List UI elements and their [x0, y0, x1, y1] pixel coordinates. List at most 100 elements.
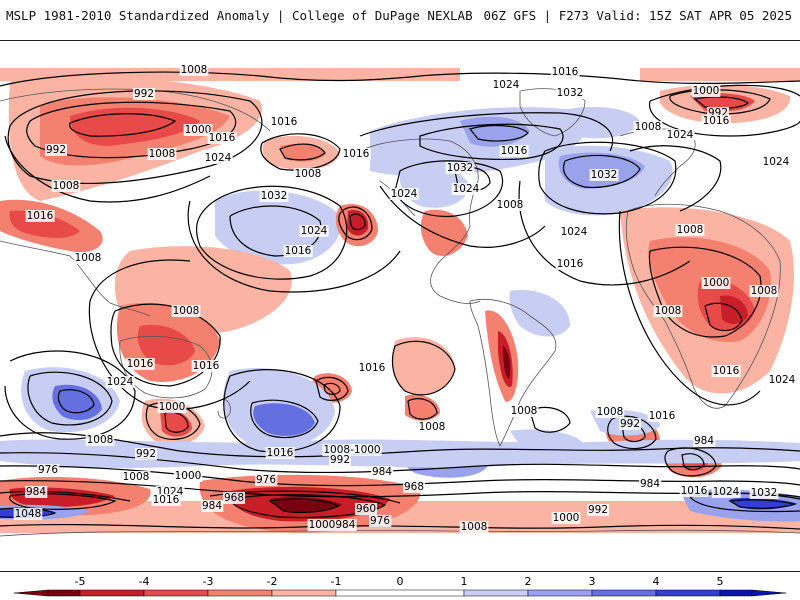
- colorbar-tick-label: 0: [397, 575, 404, 588]
- isobar-label-1008-south-pacific: 1008: [417, 421, 447, 433]
- isobar-label-text: 1024: [561, 226, 588, 238]
- isobar-label-1016-antarctic-b: 1016: [679, 485, 709, 497]
- isobar-label-1008-maritime: 1008: [171, 305, 201, 317]
- isobar-label-1016-atlantic: 1016: [555, 258, 585, 270]
- isobar-label-1008-1000-south: 1008-1000: [322, 444, 382, 456]
- isobar-label-halo: [749, 487, 779, 499]
- isobar-arctic-1016: [359, 112, 614, 152]
- isobar-label-halo: [701, 277, 731, 289]
- isobar-label-992-antarctic: 992: [586, 504, 610, 516]
- isobar-label-text: 1016: [153, 494, 180, 506]
- isobar-label-text: 992: [134, 88, 154, 100]
- isobar-label-1000-africa: 1000: [701, 277, 731, 289]
- isobar-label-1024-us: 1024: [389, 188, 419, 200]
- anomaly-neg-andes-peak: [503, 346, 511, 379]
- isobar-label-halo: [25, 210, 55, 222]
- isobar-label-1024-pacific-b: 1024: [299, 225, 329, 237]
- isobar-label-text: 992: [620, 418, 640, 430]
- isobar-label-halo: [653, 305, 683, 317]
- isobar-label-1016-asia-b: 1016: [25, 210, 55, 222]
- isobar-label-halo: [283, 245, 313, 257]
- map-canvas: 1008992992100010161008100810161008102410…: [0, 64, 800, 537]
- colorbar-left-arrow: [13, 589, 49, 597]
- isobar-label-text: 1008: [295, 168, 322, 180]
- isobar-label-text: 1016: [681, 485, 708, 497]
- isobar-label-text: 1016: [557, 258, 584, 270]
- isobar-label-halo: [491, 79, 521, 91]
- isobar-label-text: 976: [256, 474, 276, 486]
- isobar-label-halo: [173, 470, 203, 482]
- colorbar-tick-label: -4: [139, 575, 150, 588]
- isobar-label-halo: [207, 132, 237, 144]
- isobar-label-halo: [121, 471, 151, 483]
- isobar-siberia-1016: [649, 84, 800, 137]
- isobar-label-halo: [13, 508, 43, 520]
- isobar-south-pacific-low-b: [407, 398, 438, 420]
- isobar-label-halo: [183, 124, 213, 136]
- isobar-label-text: 1016: [649, 410, 676, 422]
- isobar-label-text: 1008: [461, 521, 488, 533]
- isobar-label-text: 1008: [181, 64, 208, 76]
- colorbar-tick-label: 1: [461, 575, 468, 588]
- isobar-asia-inner: [69, 113, 177, 137]
- isobar-label-1032-canada: 1032: [445, 162, 475, 174]
- isobar-label-1008-africa-b: 1008: [749, 285, 779, 297]
- isobar-label-halo: [203, 152, 233, 164]
- isobar-label-halo: [51, 180, 81, 192]
- colorbar-tick-label: 3: [589, 575, 596, 588]
- isobar-atlantic-1024: [538, 141, 677, 215]
- isobar-label-halo: [551, 512, 581, 524]
- isobar-label-text: 1024: [493, 79, 520, 91]
- isobar-label-text: 1032: [591, 169, 618, 181]
- isobar-label-1000-asia: 1000: [183, 124, 213, 136]
- isobar-label-968-antarctic-b: 968: [402, 481, 426, 493]
- isobar-label-text: 1024: [107, 376, 134, 388]
- isobar-label-text: 1008: [655, 305, 682, 317]
- isobar-label-text: 1008: [123, 471, 150, 483]
- isobar-label-text: 984: [694, 435, 714, 447]
- isobar-label-976-antarctic-c: 976: [368, 515, 392, 527]
- isobar-label-1024-indian: 1024: [767, 374, 797, 386]
- isobar-label-text: 1008: [497, 199, 524, 211]
- colorbar-segment: [271, 589, 337, 597]
- isobar-label-text: 992: [46, 144, 66, 156]
- isobar-label-text: 1008: [419, 421, 446, 433]
- isobar-indian-high-1016: [4, 350, 136, 440]
- colorbar-segment: [335, 589, 465, 597]
- isobar-label-text: 1024: [713, 486, 740, 498]
- isobar-label-halo: [509, 405, 539, 417]
- isobar-label-text: 1016: [127, 358, 154, 370]
- isobar-label-984-antarctic-a: 984: [24, 486, 48, 498]
- coastline-africa: [625, 203, 781, 409]
- isobar-pacific-high-1032: [229, 205, 322, 257]
- isobar-label-text: 1008: [635, 121, 662, 133]
- colorbar-segment: [143, 589, 209, 597]
- colorbar-tick-label: -5: [75, 575, 86, 588]
- colorbar-tick-label: -2: [267, 575, 278, 588]
- isobar-label-halo: [767, 374, 797, 386]
- isobar-label-halo: [589, 169, 619, 181]
- colorbar-segment: [47, 589, 81, 597]
- isobar-label-text: 976: [370, 515, 390, 527]
- isobar-label-1016-pacific-c: 1016: [283, 245, 313, 257]
- isobar-label-halo: [354, 503, 378, 515]
- isobar-label-text: 1008: [173, 305, 200, 317]
- isobar-label-text: 1048: [15, 508, 42, 520]
- colorbar-tick-label: -1: [331, 575, 342, 588]
- isobar-label-halo: [85, 434, 115, 446]
- anomaly-colorbar: -5 -4 -3 -2 -1 0 1 2 3 4 5: [0, 570, 800, 600]
- isobar-label-halo: [132, 88, 156, 100]
- isobar-label-text: 1000: [175, 470, 202, 482]
- isobar-label-halo: [618, 418, 642, 430]
- isobar-label-1024-antarctic-b: 1024: [711, 486, 741, 498]
- isobar-label-1008-north-pacific: 1008: [179, 64, 209, 76]
- coastline-new-zealand: [217, 398, 231, 419]
- isobar-label-1008-pacific-a: 1008: [293, 168, 323, 180]
- isobar-asia-low-1008: [4, 135, 211, 203]
- isobar-label-text: 984: [372, 466, 392, 478]
- isobar-label-text: 1008: [149, 148, 176, 160]
- isobar-label-halo: [459, 521, 489, 533]
- isobar-label-1024-pacific: 1024: [203, 152, 233, 164]
- isobar-label-halo: [749, 285, 779, 297]
- isobar-south-indian-low-b-inner: [681, 453, 705, 471]
